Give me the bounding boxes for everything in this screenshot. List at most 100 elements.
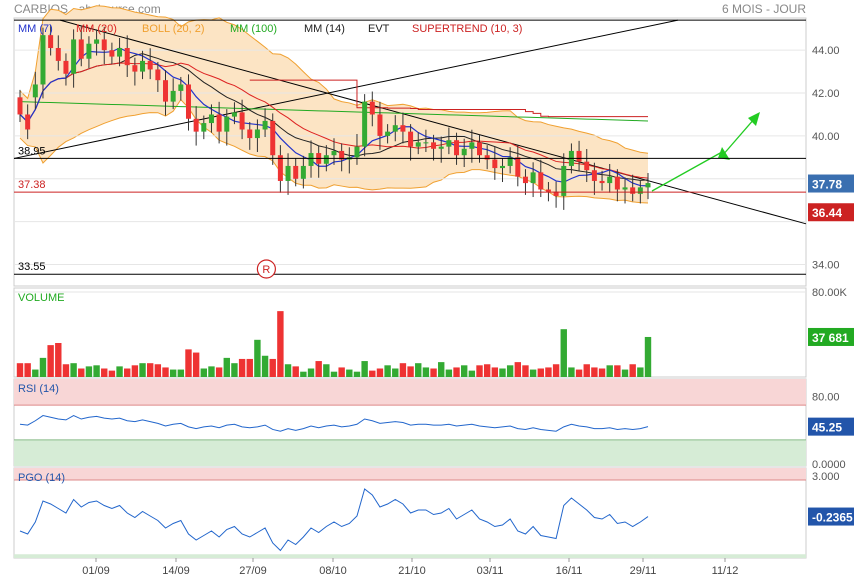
- candle-body: [461, 148, 467, 156]
- candle-body: [553, 191, 559, 196]
- volume-bar: [269, 358, 276, 377]
- volume-bar: [108, 370, 116, 377]
- volume-bar: [254, 339, 261, 377]
- volume-bar: [323, 364, 330, 377]
- level-lines: 38.95 37.38 33.55: [14, 145, 806, 275]
- x-tick-label: 08/10: [319, 565, 347, 577]
- candle-body: [55, 48, 61, 61]
- volume-bar: [192, 352, 200, 377]
- candle-body: [247, 129, 253, 139]
- x-tick-label: 03/11: [477, 565, 504, 577]
- volume-bar: [476, 365, 483, 377]
- candle-body: [339, 150, 345, 160]
- candle-body: [591, 170, 597, 181]
- candle-body: [216, 114, 222, 132]
- volume-bar: [453, 367, 460, 377]
- candle-body: [522, 176, 528, 184]
- candle-body: [86, 43, 92, 59]
- candle-body: [124, 48, 130, 66]
- candles: [17, 25, 651, 210]
- volume-bar: [200, 368, 208, 377]
- x-tick-label: 29/11: [630, 565, 657, 577]
- volume-bar: [47, 345, 54, 377]
- event-marker[interactable]: R: [256, 259, 276, 279]
- volume-bar: [231, 363, 238, 377]
- candle-body: [25, 114, 31, 130]
- candle-body: [423, 142, 429, 144]
- candle-body: [446, 140, 452, 147]
- x-tick-label: 27/09: [239, 565, 267, 577]
- volume-bar: [468, 370, 476, 377]
- support-label: 37.38: [18, 179, 46, 191]
- candle-body: [17, 97, 23, 115]
- x-tick-label: 14/09: [162, 565, 190, 577]
- candle-body: [584, 161, 590, 171]
- candle-body: [515, 157, 521, 177]
- volume-bar: [384, 365, 391, 377]
- candle-body: [178, 84, 184, 91]
- candle-body: [362, 101, 368, 147]
- rsi-label: RSI (14): [18, 383, 59, 395]
- candle-body: [193, 118, 199, 132]
- volume-bar: [361, 361, 368, 377]
- volume-bar: [292, 366, 299, 377]
- candle-body: [622, 187, 628, 190]
- rising-trendline: [13, 19, 679, 159]
- candle-body: [293, 165, 299, 179]
- candle-body: [308, 153, 314, 166]
- indicator-legend: MM (7) MM (20) BOLL (20, 2) MM (100) MM (14)…: [18, 23, 522, 35]
- candle-body: [170, 90, 176, 102]
- bollinger-band: [19, 5, 649, 204]
- legend-item: MM (14): [304, 23, 345, 35]
- volume-bar: [284, 364, 292, 377]
- bollinger-fill: [20, 5, 648, 204]
- bollinger-lower: [19, 98, 649, 204]
- candle-body: [224, 116, 230, 132]
- volume-bar: [24, 363, 31, 377]
- volume-bar: [583, 364, 590, 377]
- candle-body: [201, 123, 207, 132]
- pgo-current-badge: [808, 507, 854, 526]
- price-tick-label: 44.00: [812, 45, 840, 57]
- price-tick-label: 42.00: [812, 88, 840, 100]
- rsi-current-badge: [808, 417, 854, 436]
- volume-bar: [621, 369, 629, 377]
- x-tick-label: 16/11: [556, 565, 583, 577]
- candle-body: [484, 155, 490, 160]
- candle-body: [561, 165, 567, 196]
- volume-bar: [415, 363, 422, 377]
- candle-body: [477, 142, 483, 156]
- candle-body: [40, 35, 46, 85]
- volume-bar: [177, 369, 185, 377]
- volume-bar: [85, 366, 93, 377]
- volume-bar: [491, 367, 499, 377]
- candle-body: [117, 48, 123, 57]
- legend-item: SUPERTREND (10, 3): [412, 23, 522, 35]
- x-tick-label: 21/10: [398, 565, 426, 577]
- x-axis: 01/09 14/09 27/09 08/10 21/10 03/11 16/11 29/11…: [82, 558, 738, 577]
- volume-bar: [39, 357, 47, 377]
- rsi-oversold-zone: [14, 439, 806, 466]
- volume-bar: [116, 366, 123, 377]
- volume-bar: [238, 358, 246, 377]
- rsi-overbought-zone: [14, 379, 806, 406]
- volume-bar: [93, 365, 100, 377]
- volume-bar: [529, 369, 537, 377]
- candle-body: [392, 125, 398, 132]
- volume-bar: [430, 368, 437, 377]
- legend-item: MM (100): [230, 23, 277, 35]
- price-tick-label: 34.00: [812, 260, 840, 272]
- volume-bar: [629, 364, 636, 377]
- volume-bar: [353, 371, 361, 377]
- candle-body: [48, 35, 54, 49]
- trend-lines: [13, 19, 807, 225]
- low-label: 33.55: [18, 261, 46, 273]
- x-tick-label: 01/09: [82, 565, 110, 577]
- candle-body: [530, 172, 536, 184]
- candle-body: [78, 39, 84, 59]
- projection-arrowhead-2: [748, 112, 760, 126]
- candle-body: [369, 101, 375, 115]
- volume-bar: [514, 362, 522, 377]
- volume-panel-frame: [13, 287, 807, 378]
